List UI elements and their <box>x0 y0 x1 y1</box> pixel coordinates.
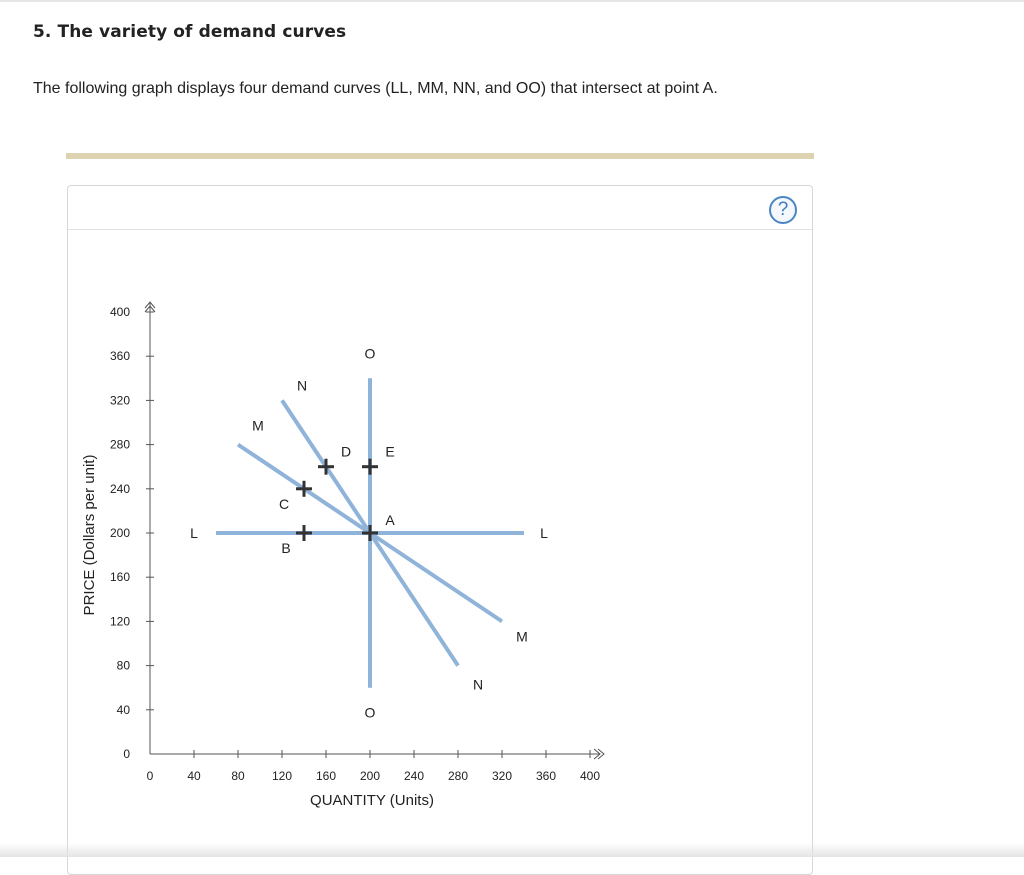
y-axis-arrow <box>144 301 156 309</box>
graph-panel: ? <box>67 185 813 875</box>
x-tick-label: 200 <box>360 769 380 783</box>
y-tick-label: 120 <box>110 614 130 628</box>
top-divider <box>0 0 1024 2</box>
x-axis-arrow <box>593 748 601 760</box>
y-tick-label: 360 <box>110 349 130 363</box>
y-tick-label: 320 <box>110 393 130 407</box>
x-axis-arrow-2 <box>597 748 605 760</box>
y-tick-label: 160 <box>110 570 130 584</box>
point-label-b: B <box>281 540 290 556</box>
question-title: 5. The variety of demand curves <box>33 22 347 42</box>
point-label-c: C <box>279 496 289 512</box>
y-tick-label: 0 <box>123 747 130 761</box>
curve-label-o-start: O <box>365 345 376 361</box>
x-tick-label: 160 <box>316 769 336 783</box>
curve-label-o-end: O <box>365 705 376 721</box>
y-axis-title: PRICE (Dollars per unit) <box>81 455 98 616</box>
question-text: The following graph displays four demand… <box>33 80 718 97</box>
y-axis-arrow-2 <box>144 305 156 313</box>
y-tick-label: 280 <box>110 438 130 452</box>
point-label-e: E <box>385 444 394 460</box>
y-tick-label: 80 <box>117 659 131 673</box>
panel-header-divider <box>68 229 812 230</box>
x-tick-label: 120 <box>272 769 292 783</box>
x-tick-label: 360 <box>536 769 556 783</box>
help-button[interactable]: ? <box>769 196 797 224</box>
x-tick-label: 0 <box>147 769 154 783</box>
x-tick-label: 280 <box>448 769 468 783</box>
demand-curves-chart: 0 40 80 120 160 200 240 280 320 360 400 0 40 80 120 160… <box>81 301 605 809</box>
x-axis-title: QUANTITY (Units) <box>310 792 434 809</box>
x-tick-label: 80 <box>231 769 245 783</box>
curve-label-l-end: L <box>540 525 548 541</box>
y-tick-label: 240 <box>110 482 130 496</box>
accent-bar <box>66 153 814 159</box>
curve-label-n-start: N <box>297 377 307 393</box>
x-tick-label: 240 <box>404 769 424 783</box>
x-tick-label: 40 <box>187 769 201 783</box>
curve-label-l-start: L <box>190 525 198 541</box>
x-tick-label: 320 <box>492 769 512 783</box>
y-tick-label: 40 <box>117 703 131 717</box>
bottom-fade <box>0 843 1024 857</box>
y-tick-label: 200 <box>110 526 130 540</box>
y-tick-label: 400 <box>110 305 130 319</box>
point-label-d: D <box>341 444 351 460</box>
curve-label-n-end: N <box>473 677 483 693</box>
x-tick-label: 400 <box>580 769 600 783</box>
point-label-a: A <box>385 512 395 528</box>
curve-label-m-start: M <box>252 418 264 434</box>
curve-label-m-end: M <box>516 628 528 644</box>
